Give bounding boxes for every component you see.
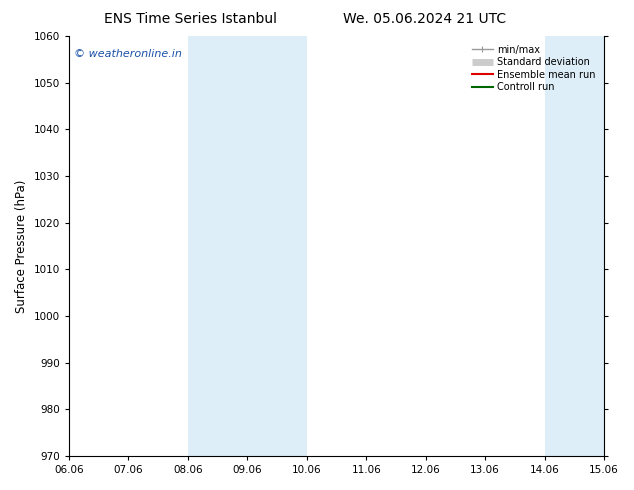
- Y-axis label: Surface Pressure (hPa): Surface Pressure (hPa): [15, 179, 28, 313]
- Bar: [545, 36, 604, 456]
- Bar: [188, 36, 307, 456]
- Legend: min/max, Standard deviation, Ensemble mean run, Controll run: min/max, Standard deviation, Ensemble me…: [468, 41, 599, 96]
- Text: We. 05.06.2024 21 UTC: We. 05.06.2024 21 UTC: [343, 12, 507, 26]
- Text: ENS Time Series Istanbul: ENS Time Series Istanbul: [104, 12, 276, 26]
- Text: © weatheronline.in: © weatheronline.in: [74, 49, 182, 59]
